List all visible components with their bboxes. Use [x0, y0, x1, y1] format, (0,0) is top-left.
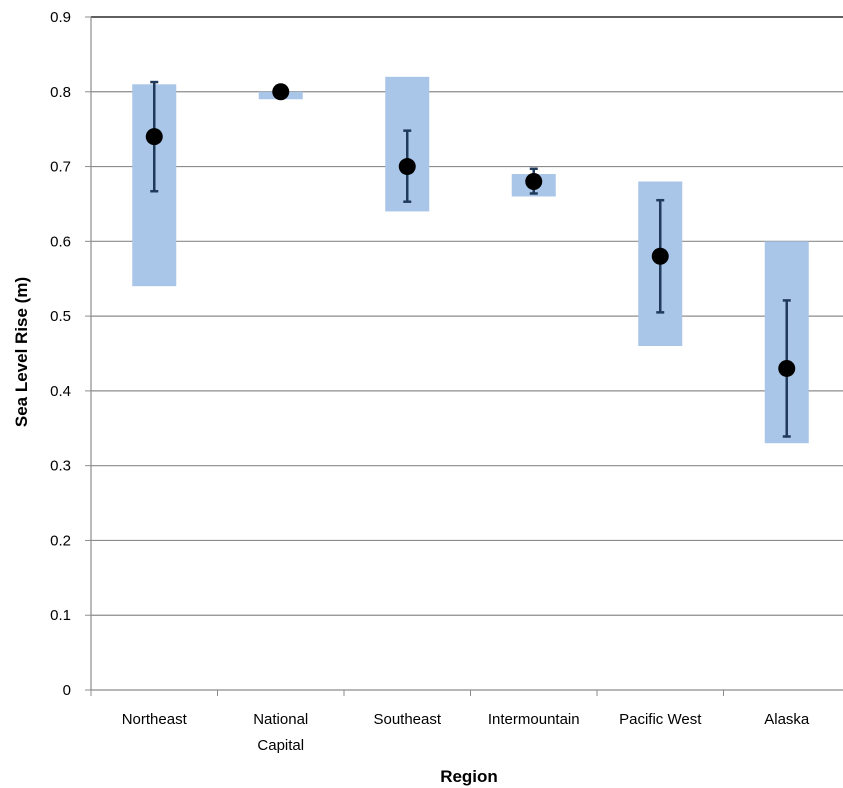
grid-lines	[91, 16, 843, 616]
x-axis-ticks: Northeast National Capital Southeast Intermo…	[90, 690, 810, 754]
y-tick-label: 0.9	[50, 9, 71, 26]
y-axis-ticks: 0 0.1 0.2 0.3 0.4 0.5 0.6 0.7 0.8 0.9	[50, 9, 91, 699]
y-tick-label: 0.2	[50, 532, 71, 549]
error-bars	[150, 80, 791, 438]
axes	[90, 17, 843, 691]
x-tick-label: Capital	[257, 737, 304, 754]
x-tick-label: Southeast	[373, 711, 441, 728]
data-point	[525, 173, 543, 191]
data-point	[145, 128, 163, 146]
x-tick-label: Pacific West	[619, 711, 702, 728]
y-axis-title: Sea Level Rise (m)	[12, 277, 31, 427]
x-tick-label: National	[253, 711, 308, 728]
data-point	[651, 247, 669, 265]
y-tick-label: 0.5	[50, 308, 71, 325]
x-tick-label: Alaska	[764, 711, 810, 728]
x-tick-label: Intermountain	[488, 711, 580, 728]
y-tick-label: 0.7	[50, 159, 71, 176]
data-point	[398, 158, 416, 176]
data-point	[778, 359, 796, 377]
range-bars	[132, 76, 809, 444]
y-tick-label: 0.1	[50, 607, 71, 624]
x-axis-title: Region	[440, 767, 498, 786]
y-tick-label: 0.3	[50, 458, 71, 475]
y-tick-label: 0.8	[50, 84, 71, 101]
x-tick-label: Northeast	[122, 711, 188, 728]
y-tick-label: 0.4	[50, 383, 71, 400]
y-tick-label: 0.6	[50, 233, 71, 250]
y-tick-label: 0	[63, 682, 71, 699]
data-points	[145, 83, 796, 377]
data-point	[272, 83, 290, 101]
